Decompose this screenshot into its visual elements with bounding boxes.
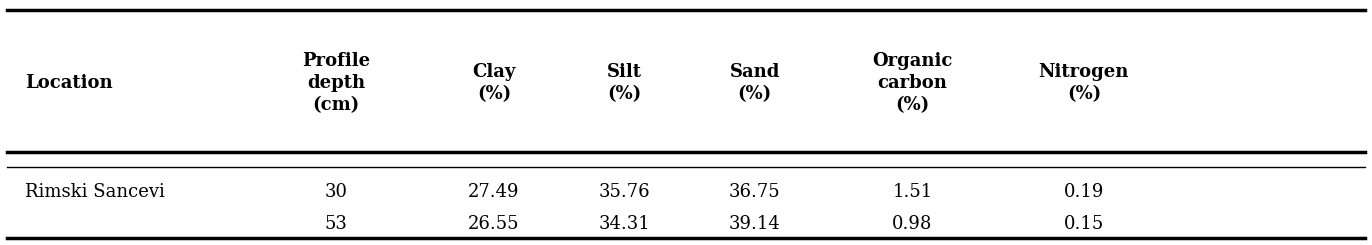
Text: 30: 30: [325, 183, 347, 201]
Text: 34.31: 34.31: [598, 215, 650, 233]
Text: 0.15: 0.15: [1063, 215, 1104, 233]
Text: 0.98: 0.98: [892, 215, 933, 233]
Text: Rimski Sancevi: Rimski Sancevi: [25, 183, 165, 201]
Text: Clay
(%): Clay (%): [472, 63, 516, 103]
Text: 0.19: 0.19: [1063, 183, 1104, 201]
Text: 53: 53: [325, 215, 347, 233]
Text: 39.14: 39.14: [729, 215, 781, 233]
Text: Sand
(%): Sand (%): [730, 63, 779, 103]
Text: 27.49: 27.49: [468, 183, 520, 201]
Text: 26.55: 26.55: [468, 215, 520, 233]
Text: Profile
depth
(cm): Profile depth (cm): [302, 52, 370, 114]
Text: Organic
carbon
(%): Organic carbon (%): [873, 52, 952, 114]
Text: 36.75: 36.75: [729, 183, 781, 201]
Text: 35.76: 35.76: [598, 183, 650, 201]
Text: Location: Location: [25, 74, 113, 92]
Text: 1.51: 1.51: [892, 183, 933, 201]
Text: Nitrogen
(%): Nitrogen (%): [1039, 63, 1129, 103]
Text: Silt
(%): Silt (%): [606, 63, 642, 103]
